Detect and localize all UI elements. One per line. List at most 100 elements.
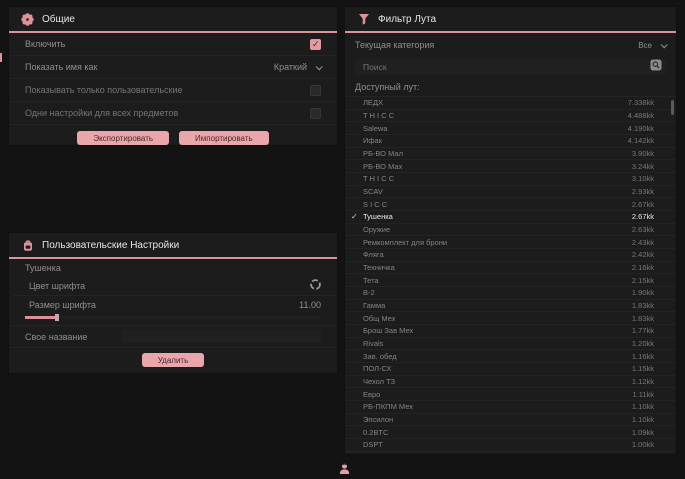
list-item[interactable]: Rivals 1.20kk — [345, 338, 676, 351]
edge-accent-mark — [0, 53, 2, 62]
loot-item-name: Тета — [363, 275, 379, 285]
gear-flower-icon — [21, 12, 34, 26]
slider-thumb[interactable] — [55, 314, 59, 321]
loot-item-value: 2.67kk — [631, 199, 654, 209]
list-item[interactable]: Брош Зав Мех 1.77kk — [345, 325, 676, 338]
list-item[interactable]: В-2 1.90kk — [345, 287, 676, 300]
search-icon[interactable] — [650, 58, 662, 76]
loot-item-value: 2.43kk — [631, 237, 654, 247]
person-icon — [339, 461, 350, 474]
slider-track — [25, 316, 321, 319]
search-input[interactable] — [357, 62, 644, 72]
selected-item-name: Тушенка — [25, 263, 61, 273]
general-panel-title: Общие — [42, 13, 75, 25]
list-item[interactable]: РБ-ПКПМ Мех 1.10kk — [345, 401, 676, 414]
font-color-label: Цвет шрифта — [29, 281, 86, 291]
loot-item-name: Брош Зав Мех — [363, 326, 414, 336]
list-item[interactable]: SCAV 2.93kk — [345, 186, 676, 199]
loot-item-name: Гамма — [363, 301, 386, 311]
color-wheel-icon[interactable] — [310, 277, 321, 295]
loot-item-value: 2.16kk — [631, 263, 654, 273]
loot-item-value: 3.90kk — [631, 149, 654, 159]
list-item[interactable]: ЛЕДХ 7.338kk — [345, 97, 676, 110]
font-size-label: Размер шрифта — [29, 299, 96, 310]
available-loot-label: Доступный лут: — [355, 82, 420, 92]
current-category-value[interactable]: Все — [638, 40, 652, 50]
list-item[interactable]: Фляга 2.42kk — [345, 249, 676, 262]
loot-item-name: T H I C C — [363, 111, 395, 120]
loot-item-value: 1.00kk — [631, 440, 654, 450]
loot-item-value: 4.190kk — [627, 123, 654, 133]
show-name-as-value[interactable]: Краткий — [273, 62, 307, 72]
list-item[interactable]: Оружие 2.63kk — [345, 224, 676, 237]
loot-item-value: 1.11kk — [632, 389, 654, 399]
loot-item-value: 1.09kk — [631, 427, 654, 437]
import-button[interactable]: Импортировать — [179, 131, 269, 145]
enable-checkbox[interactable] — [310, 38, 321, 50]
loot-item-name: Общ Мех — [363, 313, 396, 323]
user-settings-accent-line — [9, 257, 337, 259]
loot-item-name: РБ-ПКПМ Мех — [363, 402, 413, 412]
loot-item-name: DSPT — [363, 440, 384, 450]
loot-item-value: 2.42kk — [631, 250, 654, 260]
loot-item-name: Оружие — [363, 225, 391, 235]
same-settings-checkbox[interactable] — [310, 107, 321, 119]
list-item[interactable]: Гамма 1.83kk — [345, 300, 676, 313]
list-item[interactable]: ✓ Тушенка 2.67kk — [345, 211, 676, 224]
list-item[interactable]: Чехол ТЗ 1.12kk — [345, 376, 676, 389]
enable-label: Включить — [25, 39, 66, 49]
chevron-down-icon[interactable] — [315, 62, 323, 70]
only-custom-checkbox[interactable] — [310, 84, 321, 96]
list-item[interactable]: Техничка 2.16kk — [345, 262, 676, 275]
scrollbar-thumb[interactable] — [671, 100, 674, 115]
loot-item-value: 4.142kk — [627, 136, 654, 146]
current-category-label: Текущая категория — [355, 40, 435, 50]
show-name-as-label: Показать имя как — [25, 62, 98, 72]
funnel-icon — [357, 13, 370, 26]
list-item[interactable]: DSPT 1.00kk — [345, 439, 676, 452]
loot-item-name: T H I C C — [363, 174, 395, 184]
list-item[interactable]: РБ-ВО Мал 3.90kk — [345, 148, 676, 161]
list-item[interactable]: Эпсилон 1.10kk — [345, 414, 676, 427]
font-size-slider[interactable] — [25, 314, 321, 321]
current-category-row: Текущая категория Все — [345, 33, 676, 57]
custom-name-row: Свое название — [9, 326, 337, 348]
chevron-down-icon[interactable] — [660, 40, 668, 48]
backpack-icon — [21, 239, 34, 252]
font-color-row: Цвет шрифта — [13, 277, 337, 296]
list-item[interactable]: Общ Мех 1.83kk — [345, 312, 676, 326]
loot-item-name: Тушенка — [363, 212, 393, 222]
only-custom-row: Показывать только пользовательские — [9, 79, 337, 102]
loot-item-name: 0.2BTC — [363, 427, 389, 437]
list-item[interactable]: РБ-ВО Мах 3.24kk — [345, 160, 676, 174]
loot-item-name: S I C C — [363, 199, 388, 209]
loot-item-name: Rivals — [363, 339, 384, 349]
loot-item-value: 2.67kk — [631, 212, 654, 222]
loot-item-value: 1.77kk — [631, 326, 654, 336]
delete-button[interactable]: Удалить — [141, 353, 205, 367]
loot-item-value: 1.90kk — [631, 288, 654, 298]
loot-filter-panel: Фильтр Лута Текущая категория Все Доступ… — [344, 6, 677, 455]
list-item[interactable]: T H I C C 4.488kk — [345, 110, 676, 123]
loot-item-value: 2.15kk — [631, 275, 654, 285]
custom-name-input[interactable] — [121, 330, 321, 343]
list-item[interactable]: Salewa 4.190kk — [345, 122, 676, 136]
search-box — [355, 59, 666, 75]
list-item[interactable]: Ифак 4.142kk — [345, 135, 676, 148]
list-item[interactable]: Зав. обед 1.16kk — [345, 350, 676, 364]
list-item[interactable]: Тета 2.15kk — [345, 274, 676, 288]
list-item[interactable]: Евро 1.11kk — [345, 388, 676, 402]
loot-filter-header: Фильтр Лута — [345, 7, 676, 31]
list-item[interactable]: 0.2BTC 1.09kk — [345, 426, 676, 440]
user-settings-header: Пользовательские Настройки — [9, 233, 337, 257]
loot-item-value: 1.83kk — [631, 313, 654, 323]
list-item[interactable]: ПОЛ-СХ 1.15kk — [345, 363, 676, 376]
list-item[interactable]: S I C C 2.67kk — [345, 198, 676, 212]
font-size-value: 11.00 — [299, 299, 321, 310]
list-item[interactable]: Ремкомплект для брони 2.43kk — [345, 236, 676, 250]
list-item[interactable]: T H I C C 3.10kk — [345, 173, 676, 186]
general-panel-header: Общие — [9, 7, 337, 31]
loot-list: ЛЕДХ 7.338kk T H I C C 4.488kk Salewa 4.190kk… — [345, 96, 676, 452]
user-settings-title: Пользовательские Настройки — [42, 239, 180, 251]
export-button[interactable]: Экспортировать — [77, 131, 170, 145]
